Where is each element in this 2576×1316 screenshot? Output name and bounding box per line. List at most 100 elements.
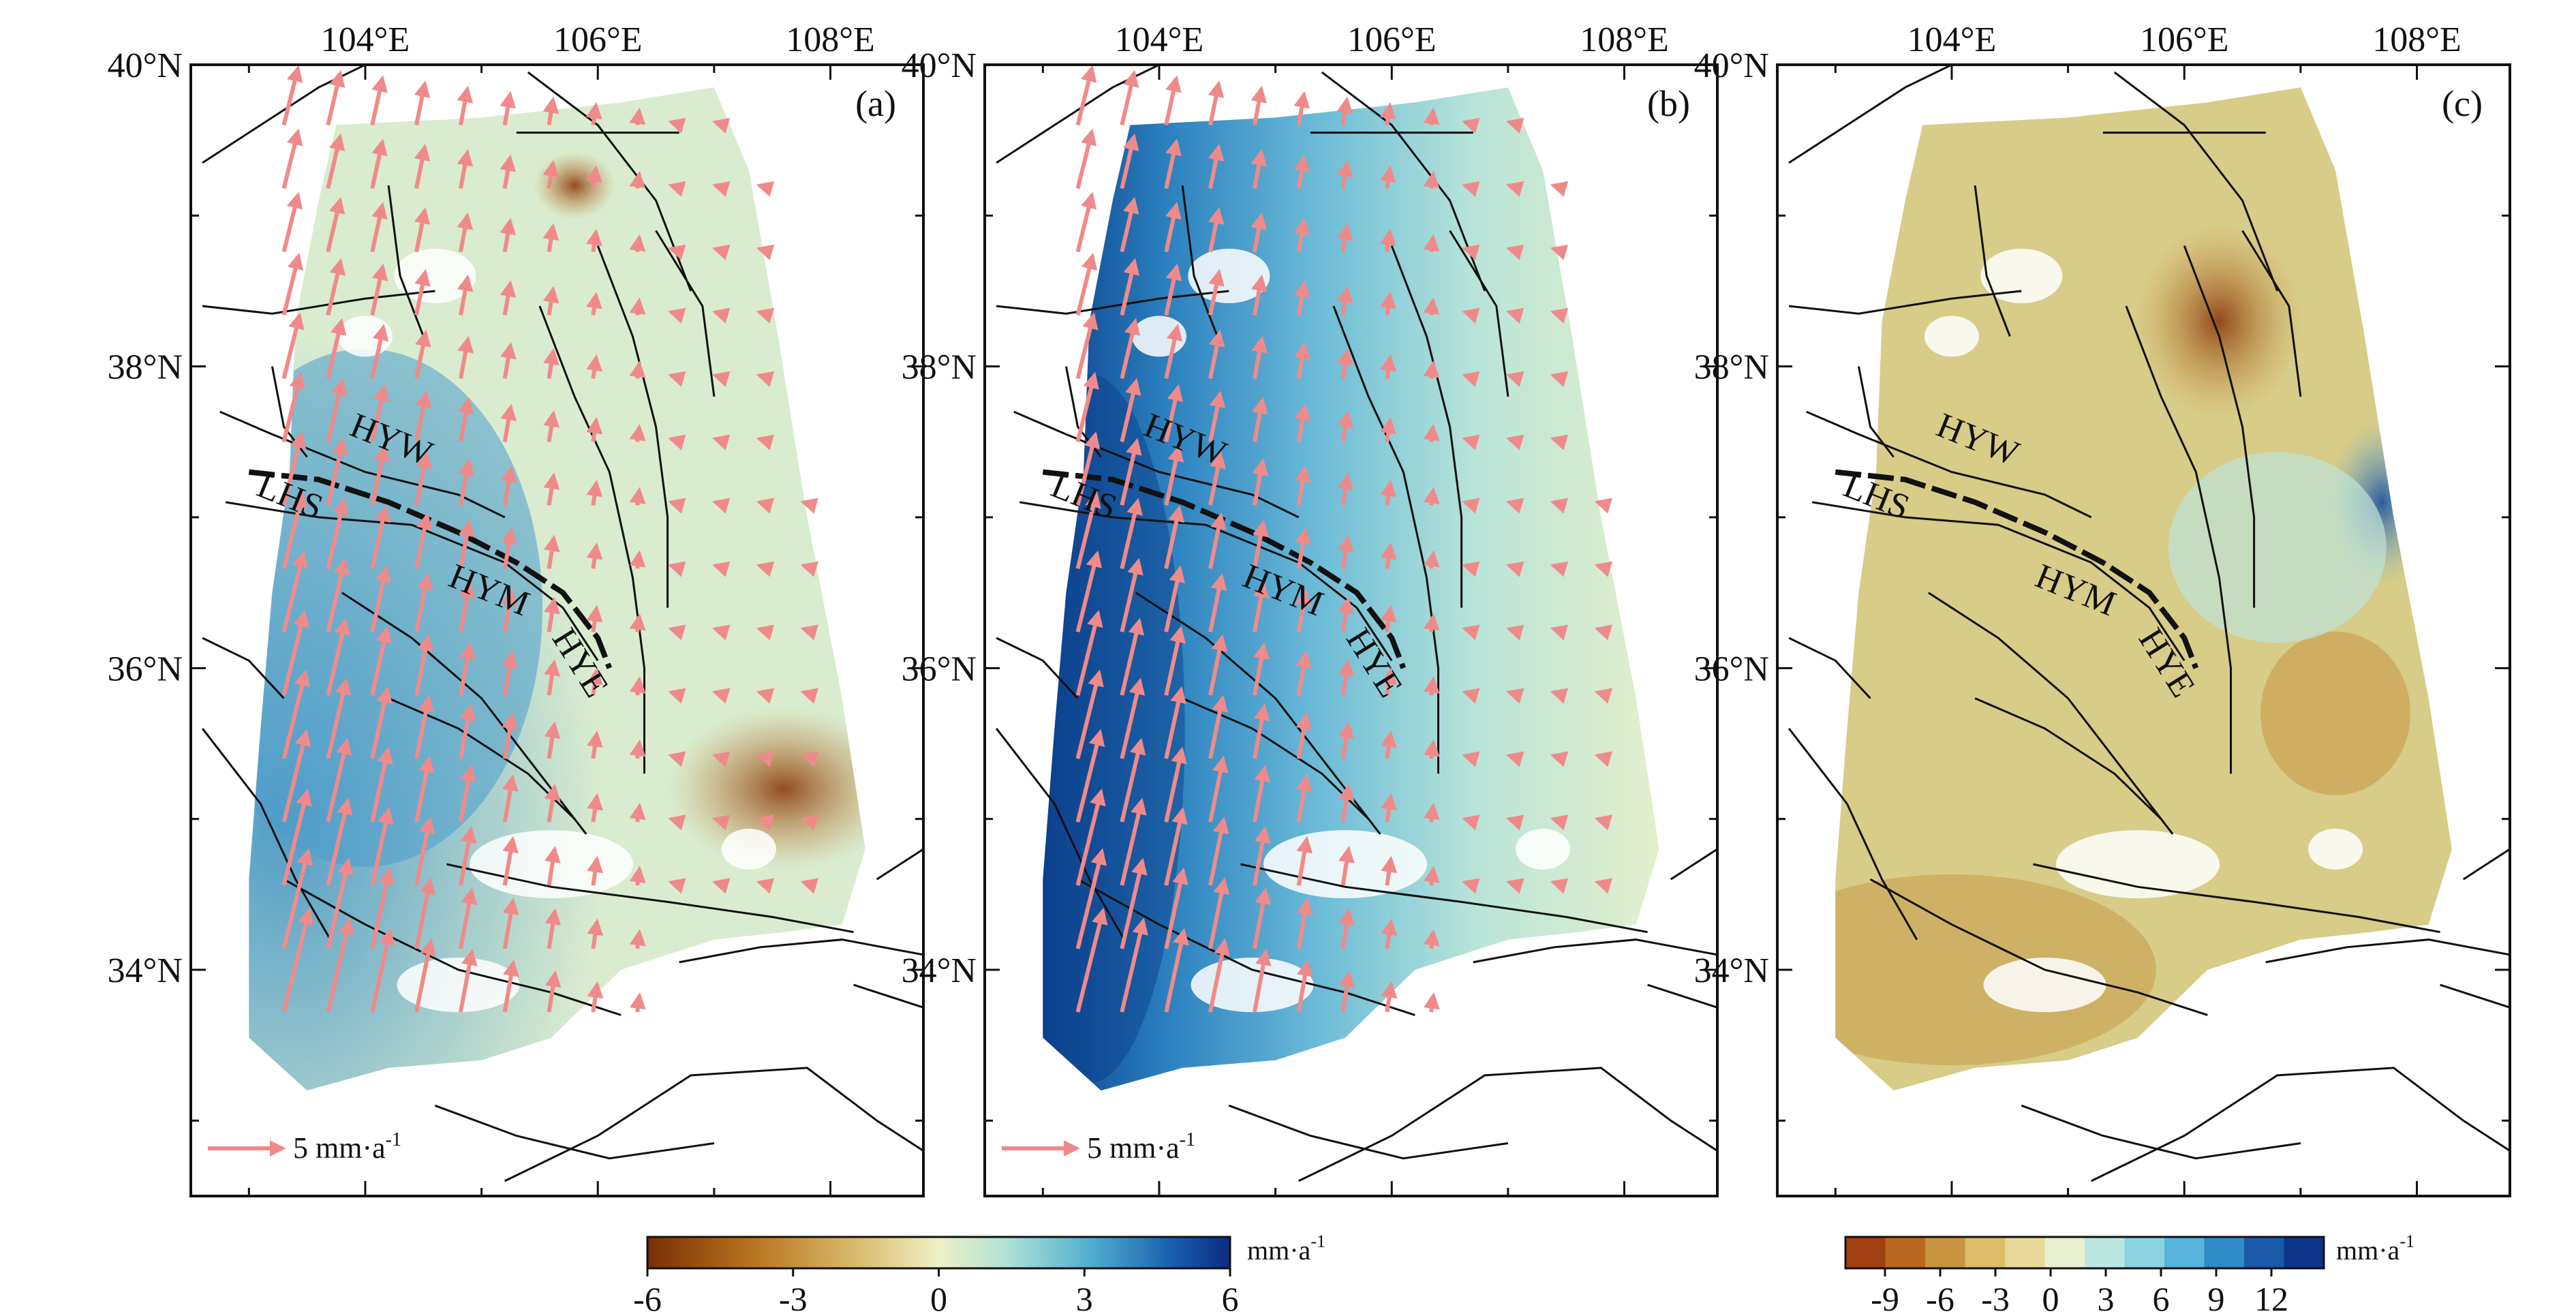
velocity-arrow bbox=[1505, 434, 1524, 450]
major-fault bbox=[1835, 469, 2199, 669]
velocity-arrow bbox=[457, 397, 474, 442]
velocity-arrow bbox=[711, 371, 731, 387]
velocity-arrow bbox=[586, 354, 602, 379]
velocity-arrow bbox=[756, 814, 775, 831]
lat-tick-label: 40°N bbox=[902, 46, 977, 85]
velocity-arrow bbox=[544, 721, 561, 759]
velocity-arrow bbox=[1208, 329, 1225, 379]
velocity-arrow bbox=[281, 550, 309, 632]
velocity-arrow bbox=[281, 729, 311, 823]
colorbar-tick-label: 3 bbox=[2098, 1280, 2115, 1316]
velocity-arrow bbox=[281, 312, 305, 380]
velocity-arrow bbox=[668, 814, 686, 831]
lat-tick-label: 40°N bbox=[108, 46, 183, 85]
velocity-arrow bbox=[1550, 878, 1569, 894]
velocity-arrow bbox=[414, 80, 431, 126]
velocity-arrow bbox=[1462, 498, 1480, 514]
velocity-arrow bbox=[1252, 826, 1271, 886]
velocity-arrow bbox=[326, 318, 347, 380]
fault-line bbox=[219, 410, 506, 519]
velocity-arrow bbox=[629, 802, 646, 823]
velocity-arrow bbox=[1380, 479, 1397, 506]
major-fault bbox=[248, 469, 613, 669]
velocity-arrow bbox=[756, 244, 775, 260]
velocity-arrow bbox=[629, 487, 646, 506]
velocity-arrow bbox=[326, 378, 348, 442]
velocity-arrow bbox=[1120, 917, 1148, 1013]
velocity-arrow bbox=[370, 867, 395, 949]
velocity-arrow bbox=[1380, 416, 1397, 442]
velocity-arrow bbox=[1336, 96, 1353, 125]
velocity-arrow bbox=[756, 498, 775, 514]
velocity-arrow bbox=[668, 751, 686, 767]
velocity-arrow bbox=[1423, 170, 1440, 189]
velocity-arrow bbox=[1252, 703, 1270, 759]
velocity-arrow bbox=[414, 694, 434, 759]
velocity-arrow bbox=[629, 929, 646, 949]
velocity-arrows bbox=[281, 65, 818, 1013]
velocity-arrow bbox=[1550, 561, 1569, 577]
velocity-arrow bbox=[1120, 617, 1145, 696]
velocity-arrow bbox=[1338, 721, 1355, 759]
velocity-arrow bbox=[502, 959, 519, 1013]
velocity-arrow bbox=[370, 565, 392, 632]
velocity-arrow bbox=[1208, 206, 1225, 253]
velocity-arrow bbox=[1208, 755, 1229, 823]
velocity-arrow bbox=[1462, 307, 1480, 324]
lon-tick-label: 108°E bbox=[786, 20, 875, 59]
lon-tick-label: 106°E bbox=[2140, 20, 2229, 59]
velocity-arrow bbox=[1462, 878, 1480, 894]
velocity-arrow bbox=[1208, 80, 1225, 126]
velocity-arrow bbox=[1462, 434, 1480, 450]
velocity-arrow bbox=[544, 659, 561, 696]
velocity-arrow bbox=[1293, 154, 1310, 189]
velocity-arrow bbox=[1505, 244, 1524, 260]
colorbar-cell bbox=[1845, 1237, 1886, 1268]
velocity-arrow bbox=[1075, 371, 1099, 443]
velocity-arrow bbox=[1164, 505, 1185, 569]
fault-line bbox=[504, 1067, 923, 1182]
velocity-arrow bbox=[1296, 898, 1313, 949]
velocity-arrow bbox=[414, 451, 432, 506]
velocity-arrow bbox=[326, 677, 352, 759]
velocity-arrow bbox=[1381, 793, 1397, 823]
velocity-arrow bbox=[457, 212, 474, 253]
velocity-arrow bbox=[1295, 650, 1312, 696]
velocity-arrow bbox=[1120, 857, 1148, 949]
velocity-arrow bbox=[711, 181, 731, 197]
fault-line bbox=[1019, 501, 1393, 662]
velocity-arrow bbox=[668, 624, 686, 641]
velocity-arrow bbox=[1295, 589, 1312, 632]
fault-line bbox=[1228, 1104, 1509, 1160]
fault-line bbox=[225, 501, 599, 662]
velocity-arrow bbox=[756, 751, 775, 767]
velocity-arrow bbox=[1423, 992, 1440, 1013]
velocity-arrow bbox=[800, 814, 818, 831]
velocity-arrow bbox=[458, 642, 476, 696]
velocity-arrow bbox=[1505, 371, 1524, 387]
velocity-arrow bbox=[1338, 659, 1355, 696]
colorbar-cell bbox=[1885, 1237, 1926, 1268]
colorbar-cell bbox=[2204, 1237, 2245, 1268]
velocity-arrow bbox=[1120, 737, 1146, 823]
fault-line bbox=[876, 848, 923, 881]
velocity-arrow bbox=[1164, 565, 1186, 632]
velocity-arrow bbox=[543, 410, 559, 442]
lon-tick-label: 104°E bbox=[1115, 20, 1204, 59]
velocity-arrow bbox=[629, 297, 646, 316]
colorbar-continuous-ramp bbox=[646, 1236, 1231, 1270]
velocity-arrow bbox=[414, 206, 431, 253]
velocity-arrow bbox=[1381, 918, 1398, 949]
velocity-arrow bbox=[586, 479, 603, 506]
velocity-arrow bbox=[756, 688, 775, 704]
velocity-arrow bbox=[502, 774, 519, 823]
velocity-arrow bbox=[1380, 605, 1397, 632]
velocity-arrow bbox=[1337, 410, 1353, 442]
fault-line bbox=[2265, 938, 2510, 964]
velocity-arrow bbox=[501, 589, 518, 632]
fault-line bbox=[1788, 637, 1871, 699]
velocity-arrow bbox=[281, 128, 303, 189]
velocity-arrow bbox=[326, 133, 346, 189]
